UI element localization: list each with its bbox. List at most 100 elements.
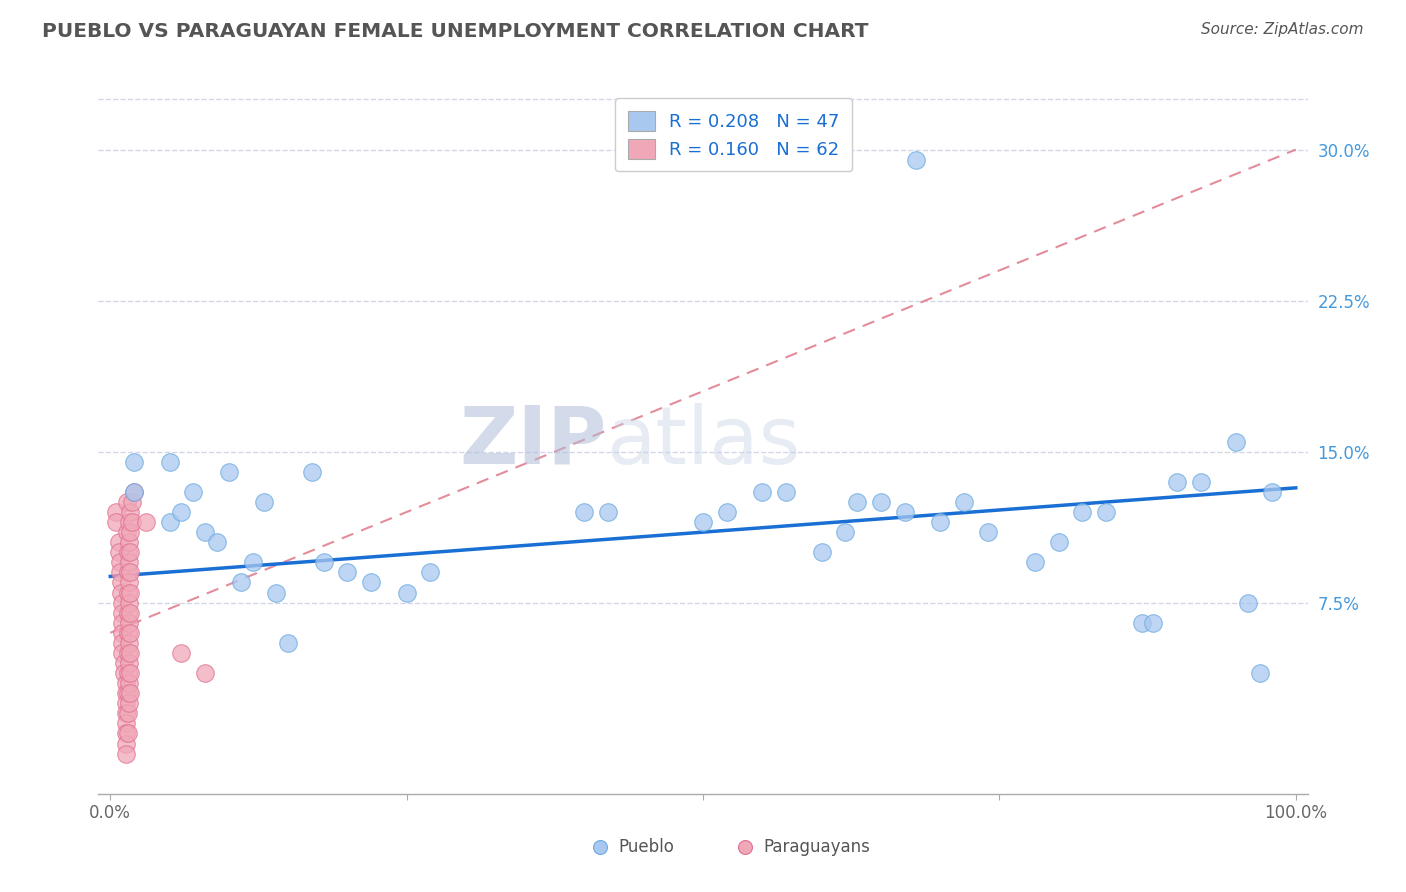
- Point: [118, 555, 141, 569]
- Text: Source: ZipAtlas.com: Source: ZipAtlas.com: [1201, 22, 1364, 37]
- Point: [1225, 434, 1247, 449]
- Point: [118, 575, 141, 590]
- Point: [834, 525, 856, 540]
- Point: [120, 606, 142, 620]
- Point: [120, 505, 142, 519]
- Point: [1142, 615, 1164, 630]
- Text: atlas: atlas: [606, 402, 800, 481]
- Point: [846, 495, 869, 509]
- Point: [312, 555, 335, 569]
- Point: [118, 596, 141, 610]
- Point: [122, 484, 145, 499]
- Point: [952, 495, 974, 509]
- Point: [716, 505, 738, 519]
- Text: PUEBLO VS PARAGUAYAN FEMALE UNEMPLOYMENT CORRELATION CHART: PUEBLO VS PARAGUAYAN FEMALE UNEMPLOYMENT…: [42, 22, 869, 41]
- Point: [111, 625, 134, 640]
- Point: [115, 525, 138, 540]
- Text: Paraguayans: Paraguayans: [763, 838, 870, 855]
- Point: [159, 455, 181, 469]
- Point: [118, 696, 141, 710]
- Point: [114, 747, 136, 761]
- Point: [108, 555, 131, 569]
- Point: [810, 545, 832, 559]
- Legend: R = 0.208   N = 47, R = 0.160   N = 62: R = 0.208 N = 47, R = 0.160 N = 62: [616, 98, 852, 171]
- Point: [117, 646, 139, 660]
- Point: [218, 465, 240, 479]
- Point: [118, 676, 141, 690]
- Point: [120, 686, 142, 700]
- Point: [395, 585, 418, 599]
- Point: [1024, 555, 1046, 569]
- Point: [120, 545, 142, 559]
- Point: [117, 566, 139, 580]
- Point: [1261, 484, 1284, 499]
- Point: [242, 555, 264, 569]
- Point: [253, 495, 276, 509]
- Point: [105, 505, 128, 519]
- Point: [976, 525, 998, 540]
- Point: [751, 484, 773, 499]
- Point: [419, 566, 441, 580]
- Point: [117, 625, 139, 640]
- Point: [111, 636, 134, 650]
- Point: [111, 596, 134, 610]
- Point: [117, 585, 139, 599]
- Point: [574, 505, 596, 519]
- Point: [205, 535, 228, 549]
- Point: [194, 525, 217, 540]
- Point: [1071, 505, 1094, 519]
- Point: [598, 505, 620, 519]
- Point: [301, 465, 323, 479]
- Point: [114, 676, 136, 690]
- Point: [114, 737, 136, 751]
- Point: [117, 726, 139, 740]
- Point: [122, 455, 145, 469]
- Point: [117, 545, 139, 559]
- Point: [118, 636, 141, 650]
- Point: [115, 495, 138, 509]
- Point: [1047, 535, 1070, 549]
- Point: [120, 666, 142, 681]
- Point: [114, 686, 136, 700]
- Point: [170, 505, 193, 519]
- Point: [122, 484, 145, 499]
- Point: [336, 566, 359, 580]
- Point: [692, 515, 714, 529]
- Point: [118, 656, 141, 670]
- Point: [114, 666, 136, 681]
- Point: [120, 585, 142, 599]
- Point: [277, 636, 299, 650]
- Point: [107, 535, 129, 549]
- Point: [117, 686, 139, 700]
- Point: [1189, 475, 1212, 489]
- Point: [117, 706, 139, 721]
- Point: [108, 566, 131, 580]
- Point: [229, 575, 252, 590]
- Point: [107, 545, 129, 559]
- Point: [110, 585, 132, 599]
- Point: [111, 615, 134, 630]
- Point: [120, 566, 142, 580]
- Point: [170, 646, 193, 660]
- Point: [181, 484, 204, 499]
- Point: [117, 606, 139, 620]
- Point: [893, 505, 915, 519]
- Text: ZIP: ZIP: [458, 402, 606, 481]
- Point: [120, 525, 142, 540]
- Point: [1095, 505, 1118, 519]
- Point: [929, 515, 952, 529]
- Point: [775, 484, 797, 499]
- Point: [117, 666, 139, 681]
- Point: [110, 575, 132, 590]
- Point: [121, 515, 143, 529]
- Point: [105, 515, 128, 529]
- Point: [869, 495, 891, 509]
- Point: [1166, 475, 1188, 489]
- Point: [1130, 615, 1153, 630]
- Point: [121, 495, 143, 509]
- Point: [114, 706, 136, 721]
- Point: [360, 575, 382, 590]
- Point: [114, 696, 136, 710]
- Point: [111, 606, 134, 620]
- Text: Pueblo: Pueblo: [619, 838, 675, 855]
